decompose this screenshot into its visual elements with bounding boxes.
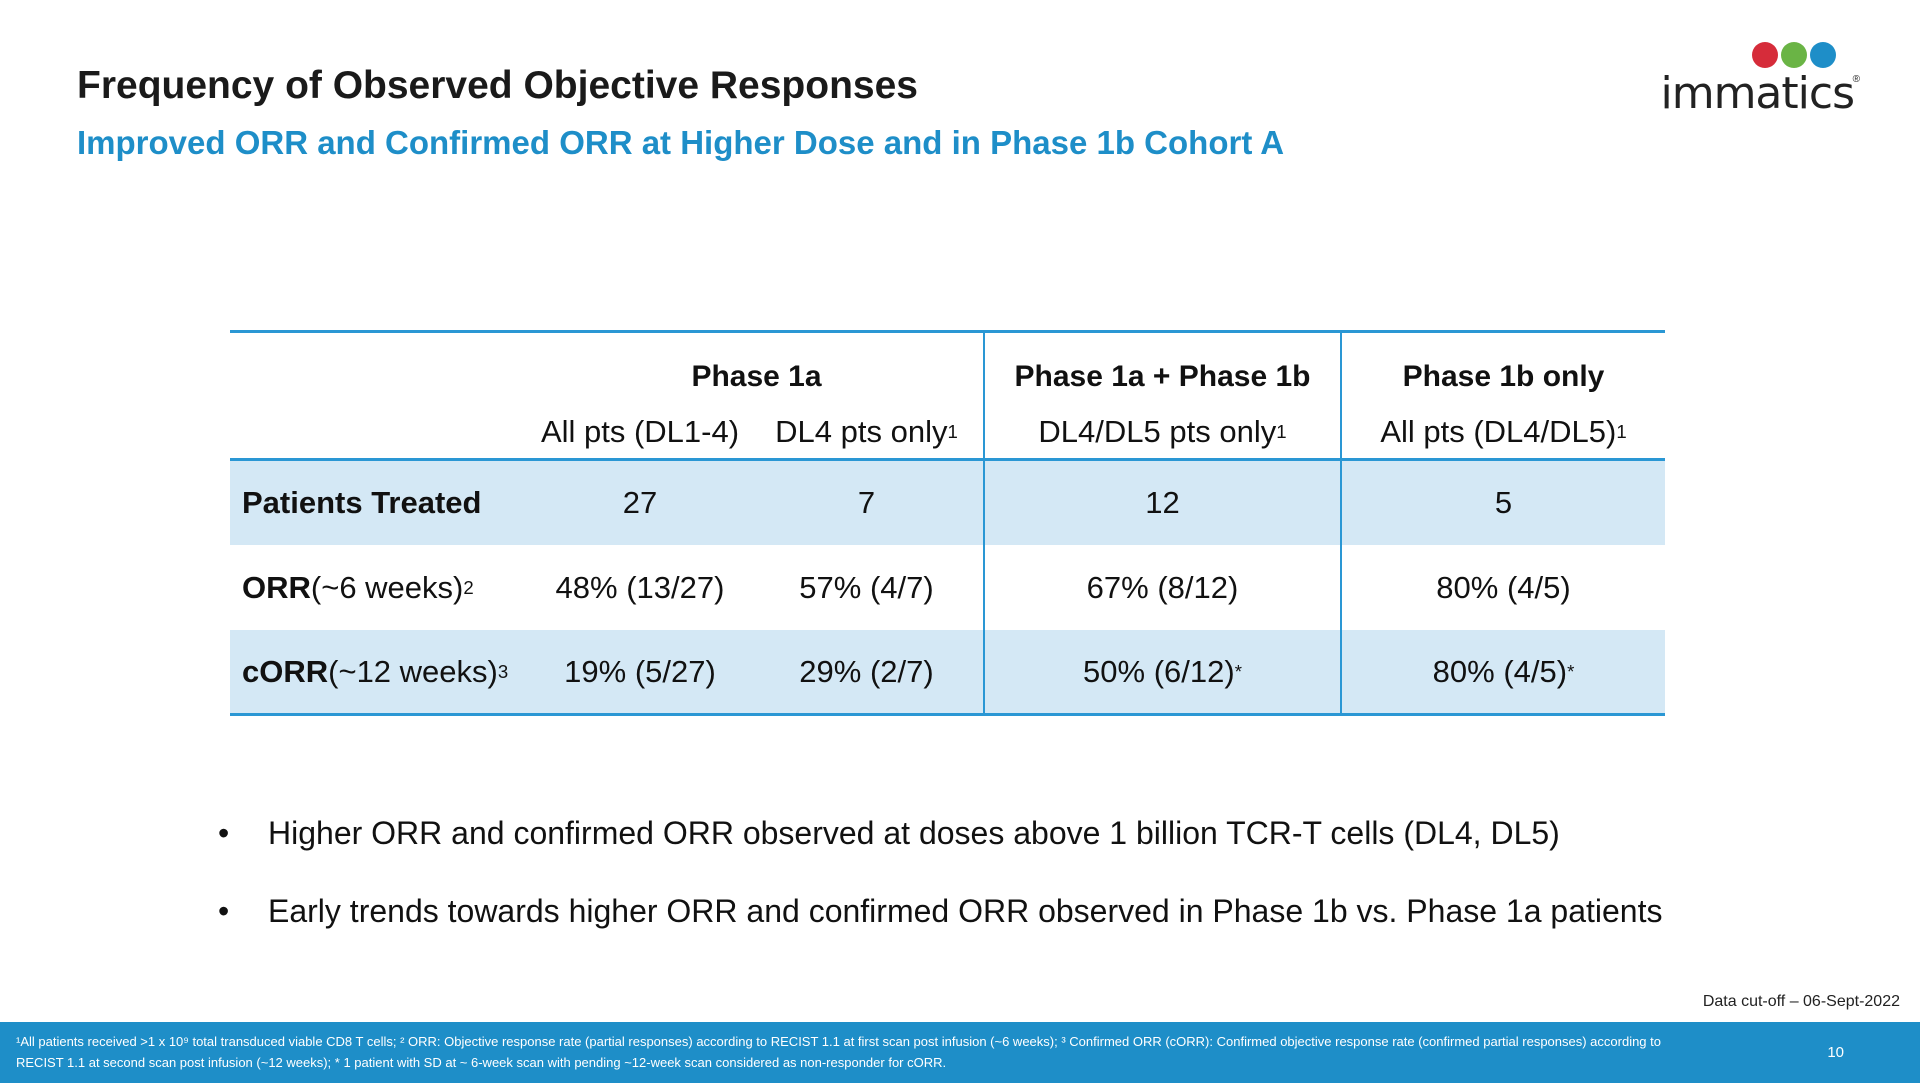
group-header-phase1a: Phase 1a <box>691 360 822 393</box>
row-label-text: ORR <box>242 569 311 605</box>
response-table: Phase 1a Phase 1a + Phase 1b Phase 1b on… <box>230 330 1665 716</box>
table-cell: 12 <box>1145 485 1180 520</box>
subheader-dl4-only: DL4 pts only 1 <box>775 414 958 449</box>
page-number: 10 <box>1827 1044 1844 1061</box>
table-cell: 50% (6/12) * <box>1083 653 1242 689</box>
table-cell: 80% (4/5) * <box>1432 653 1575 689</box>
table-cell: 48% (13/27) <box>555 569 725 605</box>
row-label-patients-treated: Patients Treated <box>242 461 530 545</box>
slide-title: Frequency of Observed Objective Response… <box>77 64 918 107</box>
bullet-text: Higher ORR and confirmed ORR observed at… <box>268 815 1560 851</box>
footnotes: ¹All patients received >1 x 10⁹ total tr… <box>16 1034 1661 1070</box>
bullet-list: • Higher ORR and confirmed ORR observed … <box>218 815 1662 971</box>
data-cutoff-note: Data cut-off – 06-Sept-2022 <box>1702 993 1900 1010</box>
row-label-orr: ORR (~6 weeks) 2 <box>242 569 474 605</box>
table-cell: 7 <box>857 485 876 520</box>
row-label-corr: cORR (~12 weeks) 3 <box>242 653 509 689</box>
subheader-text: All pts (DL4/DL5) <box>1380 414 1617 449</box>
company-logo: immatics ® <box>1650 40 1860 120</box>
table-top-rule <box>230 330 1665 333</box>
registered-mark: ® <box>1852 74 1860 85</box>
bullet-item: • Higher ORR and confirmed ORR observed … <box>218 815 1662 893</box>
table-cell: 27 <box>622 485 658 520</box>
table-cell: 29% (2/7) <box>750 630 983 713</box>
table-header-rule <box>230 458 1665 461</box>
logo-red-dot <box>1752 42 1778 68</box>
logo-green-dot <box>1781 42 1807 68</box>
row-label-detail: (~12 weeks) <box>328 653 498 689</box>
slide-subtitle: Improved ORR and Confirmed ORR at Higher… <box>77 124 1285 161</box>
table-cell: 19% (5/27) <box>530 630 750 713</box>
cell-value: 29% (2/7) <box>799 653 934 689</box>
table-cell: 57% (4/7) <box>799 569 934 605</box>
cell-value: 19% (5/27) <box>564 653 716 689</box>
row-label-detail: (~6 weeks) <box>310 569 464 605</box>
subheader-dl4-dl5-only: DL4/DL5 pts only 1 <box>1038 414 1287 449</box>
logo-blue-dot <box>1810 42 1836 68</box>
table-divider-1 <box>983 330 985 716</box>
bullet-text: Early trends towards higher ORR and conf… <box>268 893 1663 929</box>
row-band-patients <box>230 460 1665 545</box>
cell-value: 80% (4/5) <box>1432 653 1568 689</box>
logo-wordmark: immatics <box>1660 68 1855 119</box>
group-header-phase1a-1b: Phase 1a + Phase 1b <box>1014 360 1311 393</box>
subheader-text: DL4/DL5 pts only <box>1038 414 1277 449</box>
row-label-text: Patients Treated <box>242 485 482 520</box>
subheader-text: All pts (DL1-4) <box>540 414 740 449</box>
group-header-phase1b: Phase 1b only <box>1402 360 1605 393</box>
table-bottom-rule <box>230 713 1665 716</box>
bullet-marker: • <box>218 815 230 851</box>
cell-value: 50% (6/12) <box>1083 653 1235 689</box>
subheader-text: DL4 pts only <box>775 414 948 449</box>
row-label-text: cORR <box>242 653 329 689</box>
subheader-all-pts-dl4-dl5: All pts (DL4/DL5) 1 <box>1380 414 1627 449</box>
table-cell: 5 <box>1494 485 1513 520</box>
table-cell: 67% (8/12) <box>1086 569 1239 605</box>
logo-dots <box>1752 42 1836 68</box>
bullet-marker: • <box>218 893 230 929</box>
row-band-corr <box>230 630 1665 713</box>
table-divider-2 <box>1340 330 1342 716</box>
bullet-item: • Early trends towards higher ORR and co… <box>218 893 1662 971</box>
footer-bar: ¹All patients received >1 x 10⁹ total tr… <box>0 1022 1920 1083</box>
subheader-all-pts-dl1-4: All pts (DL1-4) <box>530 408 750 456</box>
table-cell: 80% (4/5) <box>1436 569 1571 605</box>
